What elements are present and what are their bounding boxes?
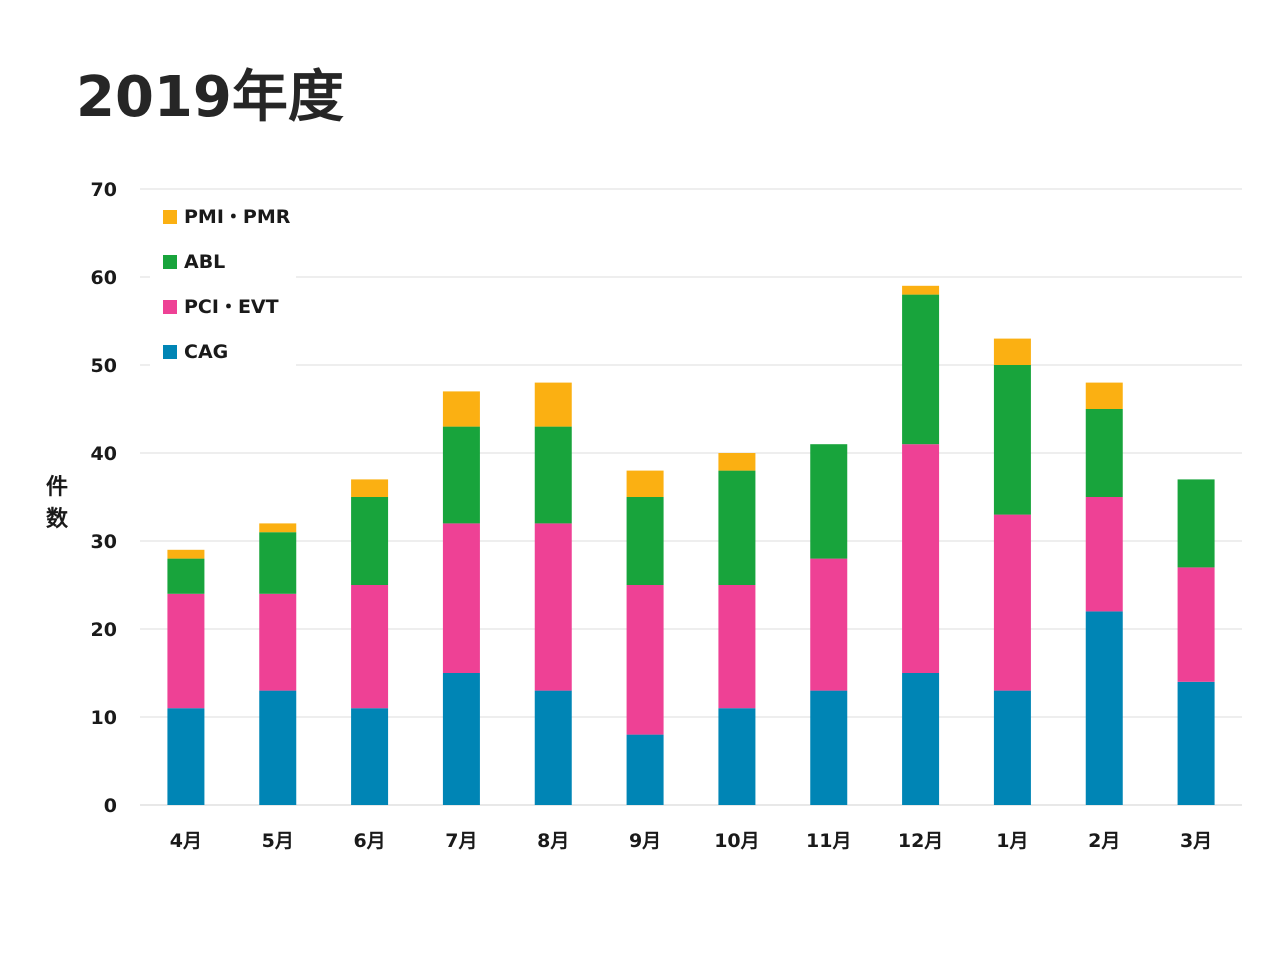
y-tick-label: 20 [91, 619, 117, 641]
gridlines [140, 188, 1242, 806]
bar-segment-PCI・EVT [1085, 497, 1123, 612]
bar-segment-ABL [993, 365, 1031, 515]
legend-label: PMI・PMR [184, 206, 291, 228]
y-axis-label-char: 数 [46, 506, 69, 532]
bar-segment-PMI・PMR [902, 285, 940, 295]
bar-segment-PMI・PMR [1085, 382, 1123, 409]
y-tick-label: 70 [91, 179, 117, 201]
bar-segment-CAG [810, 690, 848, 805]
bar-segment-PMI・PMR [534, 382, 572, 427]
bar-segment-CAG [1177, 681, 1215, 805]
bar-segment-CAG [993, 690, 1031, 805]
bar-segment-PMI・PMR [993, 338, 1031, 365]
y-tick-label: 40 [91, 443, 117, 465]
y-axis-label: 件数 [46, 475, 69, 532]
bar-segment-CAG [442, 673, 480, 805]
x-tick-label: 12月 [898, 830, 943, 852]
legend-background [150, 196, 296, 374]
x-tick-label: 3月 [1180, 830, 1212, 852]
bar-segment-ABL [442, 426, 480, 524]
x-tick-label: 2月 [1088, 830, 1120, 852]
legend-label: ABL [184, 251, 225, 273]
bar-segment-ABL [1177, 479, 1215, 568]
x-tick-label: 8月 [537, 830, 569, 852]
x-tick-label: 4月 [170, 830, 202, 852]
bar-segment-PMI・PMR [351, 479, 389, 497]
x-tick-label: 1月 [996, 830, 1028, 852]
bar-segment-CAG [167, 708, 205, 805]
y-tick-label: 30 [91, 531, 117, 553]
bar-segment-PMI・PMR [259, 523, 297, 533]
bar-segment-PCI・EVT [626, 585, 664, 735]
x-tick-label: 7月 [445, 830, 477, 852]
bar-segment-PCI・EVT [718, 585, 756, 709]
x-tick-label: 11月 [806, 830, 851, 852]
bar-segment-PCI・EVT [534, 523, 572, 691]
x-tick-label: 5月 [262, 830, 294, 852]
bar-segment-CAG [718, 708, 756, 805]
bar-segment-CAG [259, 690, 297, 805]
legend-swatch [163, 255, 177, 269]
bar-segment-PCI・EVT [902, 444, 940, 673]
x-tick-label: 6月 [353, 830, 385, 852]
page-title: 2019年度 [76, 65, 344, 130]
y-tick-label: 50 [91, 355, 117, 377]
bars [167, 285, 1215, 805]
legend-swatch [163, 300, 177, 314]
y-tick-label: 60 [91, 267, 117, 289]
bar-segment-PCI・EVT [351, 585, 389, 709]
y-tick-label: 0 [104, 795, 117, 817]
bar-segment-PMI・PMR [718, 453, 756, 471]
bar-segment-CAG [1085, 611, 1123, 805]
y-axis-label-char: 件 [46, 475, 68, 500]
bar-segment-CAG [351, 708, 389, 805]
bar-segment-PCI・EVT [442, 523, 480, 673]
bar-segment-CAG [534, 690, 572, 805]
bar-segment-ABL [902, 294, 940, 445]
bar-segment-ABL [259, 532, 297, 594]
x-tick-label: 10月 [714, 830, 759, 852]
x-axis-ticks: 4月 5月 6月 7月 8月 9月 10月 11月 12月 1月 2月 3月 [170, 830, 1212, 852]
y-tick-label: 10 [91, 707, 117, 729]
bar-segment-ABL [718, 470, 756, 585]
bar-segment-CAG [902, 673, 940, 805]
bar-segment-PMI・PMR [167, 549, 205, 559]
bar-segment-ABL [167, 558, 205, 594]
bar-segment-CAG [626, 734, 664, 805]
legend-label: PCI・EVT [184, 296, 279, 318]
bar-segment-ABL [626, 497, 664, 585]
bar-segment-PCI・EVT [167, 593, 205, 709]
bar-segment-PMI・PMR [626, 470, 664, 497]
bar-segment-PCI・EVT [259, 593, 297, 691]
legend: PMI・PMR ABL PCI・EVT CAG [150, 196, 296, 374]
legend-swatch [163, 345, 177, 359]
bar-segment-PMI・PMR [442, 391, 480, 427]
bar-segment-ABL [1085, 409, 1123, 497]
bar-segment-PCI・EVT [1177, 567, 1215, 682]
x-tick-label: 9月 [629, 830, 661, 852]
bar-segment-ABL [351, 497, 389, 585]
bar-segment-PCI・EVT [810, 558, 848, 691]
bar-segment-ABL [810, 444, 848, 559]
y-axis-ticks: 0 10 20 30 40 50 60 70 [91, 179, 117, 817]
legend-label: CAG [184, 341, 228, 363]
bar-segment-PCI・EVT [993, 514, 1031, 691]
legend-swatch [163, 210, 177, 224]
bar-segment-ABL [534, 426, 572, 524]
